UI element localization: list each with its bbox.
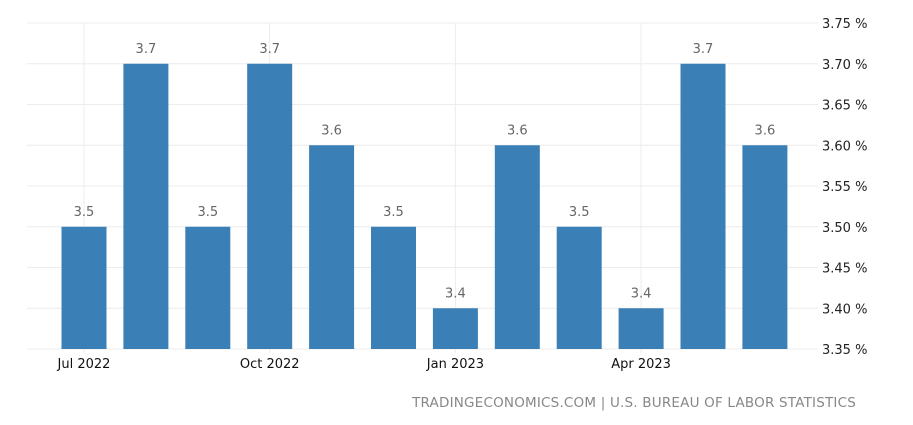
x-tick-label: Jan 2023: [426, 357, 484, 372]
data-label: 3.7: [136, 42, 157, 57]
bar-may-2023: [680, 63, 726, 349]
bar-jan-2023: [432, 308, 478, 349]
data-label: 3.7: [693, 42, 714, 57]
y-tick-label: 3.35 %: [822, 343, 867, 358]
data-label: 3.7: [259, 42, 280, 57]
data-label: 3.4: [445, 286, 466, 301]
y-tick-label: 3.75 %: [822, 17, 867, 32]
bar-mar-2023: [556, 226, 602, 349]
x-tick-label: Jul 2022: [57, 357, 111, 372]
x-tick-label: Apr 2023: [611, 357, 671, 372]
data-label: 3.5: [74, 205, 95, 220]
bars: [61, 63, 788, 349]
bar-apr-2023: [618, 308, 664, 349]
y-tick-label: 3.55 %: [822, 180, 867, 195]
bar-jun-2023: [742, 145, 788, 349]
data-label: 3.5: [383, 205, 404, 220]
y-tick-label: 3.40 %: [822, 302, 867, 317]
y-tick-label: 3.50 %: [822, 221, 867, 236]
data-labels: 3.5 3.7 3.5 3.7 3.6 3.5 3.4 3.6 3.5 3.4 3.7 3.6: [74, 42, 776, 302]
data-label: 3.4: [631, 286, 652, 301]
data-label: 3.6: [507, 123, 528, 138]
y-tick-label: 3.70 %: [822, 58, 867, 73]
data-label: 3.5: [197, 205, 218, 220]
data-label: 3.6: [755, 123, 776, 138]
y-tick-label: 3.45 %: [822, 262, 867, 277]
source-attribution: TRADINGECONOMICS.COM | U.S. BUREAU OF LA…: [411, 395, 856, 411]
data-label: 3.5: [569, 205, 590, 220]
x-axis: Jul 2022 Oct 2022 Jan 2023 Apr 2023: [57, 357, 671, 372]
bar-feb-2023: [494, 145, 540, 349]
data-label: 3.6: [321, 123, 342, 138]
bar-dec-2022: [371, 226, 416, 349]
y-tick-label: 3.60 %: [822, 139, 867, 154]
bar-aug-2022: [123, 63, 169, 349]
bar-sep-2022: [185, 226, 231, 349]
y-axis: 3.35 % 3.40 % 3.45 % 3.50 % 3.55 % 3.60 % 3.65…: [822, 17, 867, 358]
bar-jul-2022: [61, 226, 107, 349]
bar-nov-2022: [309, 145, 355, 349]
x-tick-label: Oct 2022: [240, 357, 300, 372]
bar-oct-2022: [247, 63, 293, 349]
y-tick-label: 3.65 %: [822, 99, 867, 114]
